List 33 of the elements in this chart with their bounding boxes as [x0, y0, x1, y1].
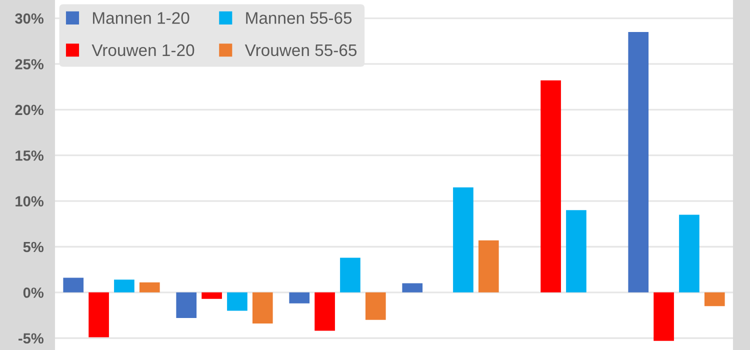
- legend-label: Mannen 1-20: [93, 12, 190, 24]
- y-tick-label: 0%: [23, 288, 44, 298]
- y-tick-label: 10%: [16, 196, 44, 206]
- bar: [654, 292, 674, 341]
- bar: [227, 292, 248, 311]
- bar: [402, 283, 423, 292]
- bar: [88, 292, 109, 338]
- bar: [202, 292, 222, 299]
- bar: [252, 292, 273, 324]
- y-tick-label: 15%: [16, 150, 44, 161]
- bar: [176, 292, 197, 318]
- bar: [114, 280, 134, 292]
- bar: [453, 187, 474, 292]
- legend-label: Vrouwen 55-65: [244, 44, 357, 56]
- y-tick-label: 30%: [15, 13, 44, 24]
- bar: [679, 214, 700, 292]
- bar: [628, 32, 649, 292]
- legend-label: Vrouwen 1-20: [92, 44, 194, 56]
- bar: [63, 278, 84, 292]
- bar: [566, 210, 586, 292]
- bar: [478, 240, 499, 292]
- bar: [139, 282, 160, 292]
- y-tick-label: 5%: [23, 242, 44, 252]
- bar: [314, 292, 335, 331]
- y-tick-label: 20%: [15, 104, 44, 116]
- bar: [704, 292, 725, 306]
- bar: [365, 292, 386, 320]
- y-tick-label: 25%: [15, 59, 44, 70]
- bar: [340, 258, 360, 292]
- bar: [540, 80, 561, 292]
- legend-label: Mannen 55-65: [246, 12, 352, 24]
- y-tick-label: -5%: [18, 333, 44, 344]
- bar: [289, 292, 310, 304]
